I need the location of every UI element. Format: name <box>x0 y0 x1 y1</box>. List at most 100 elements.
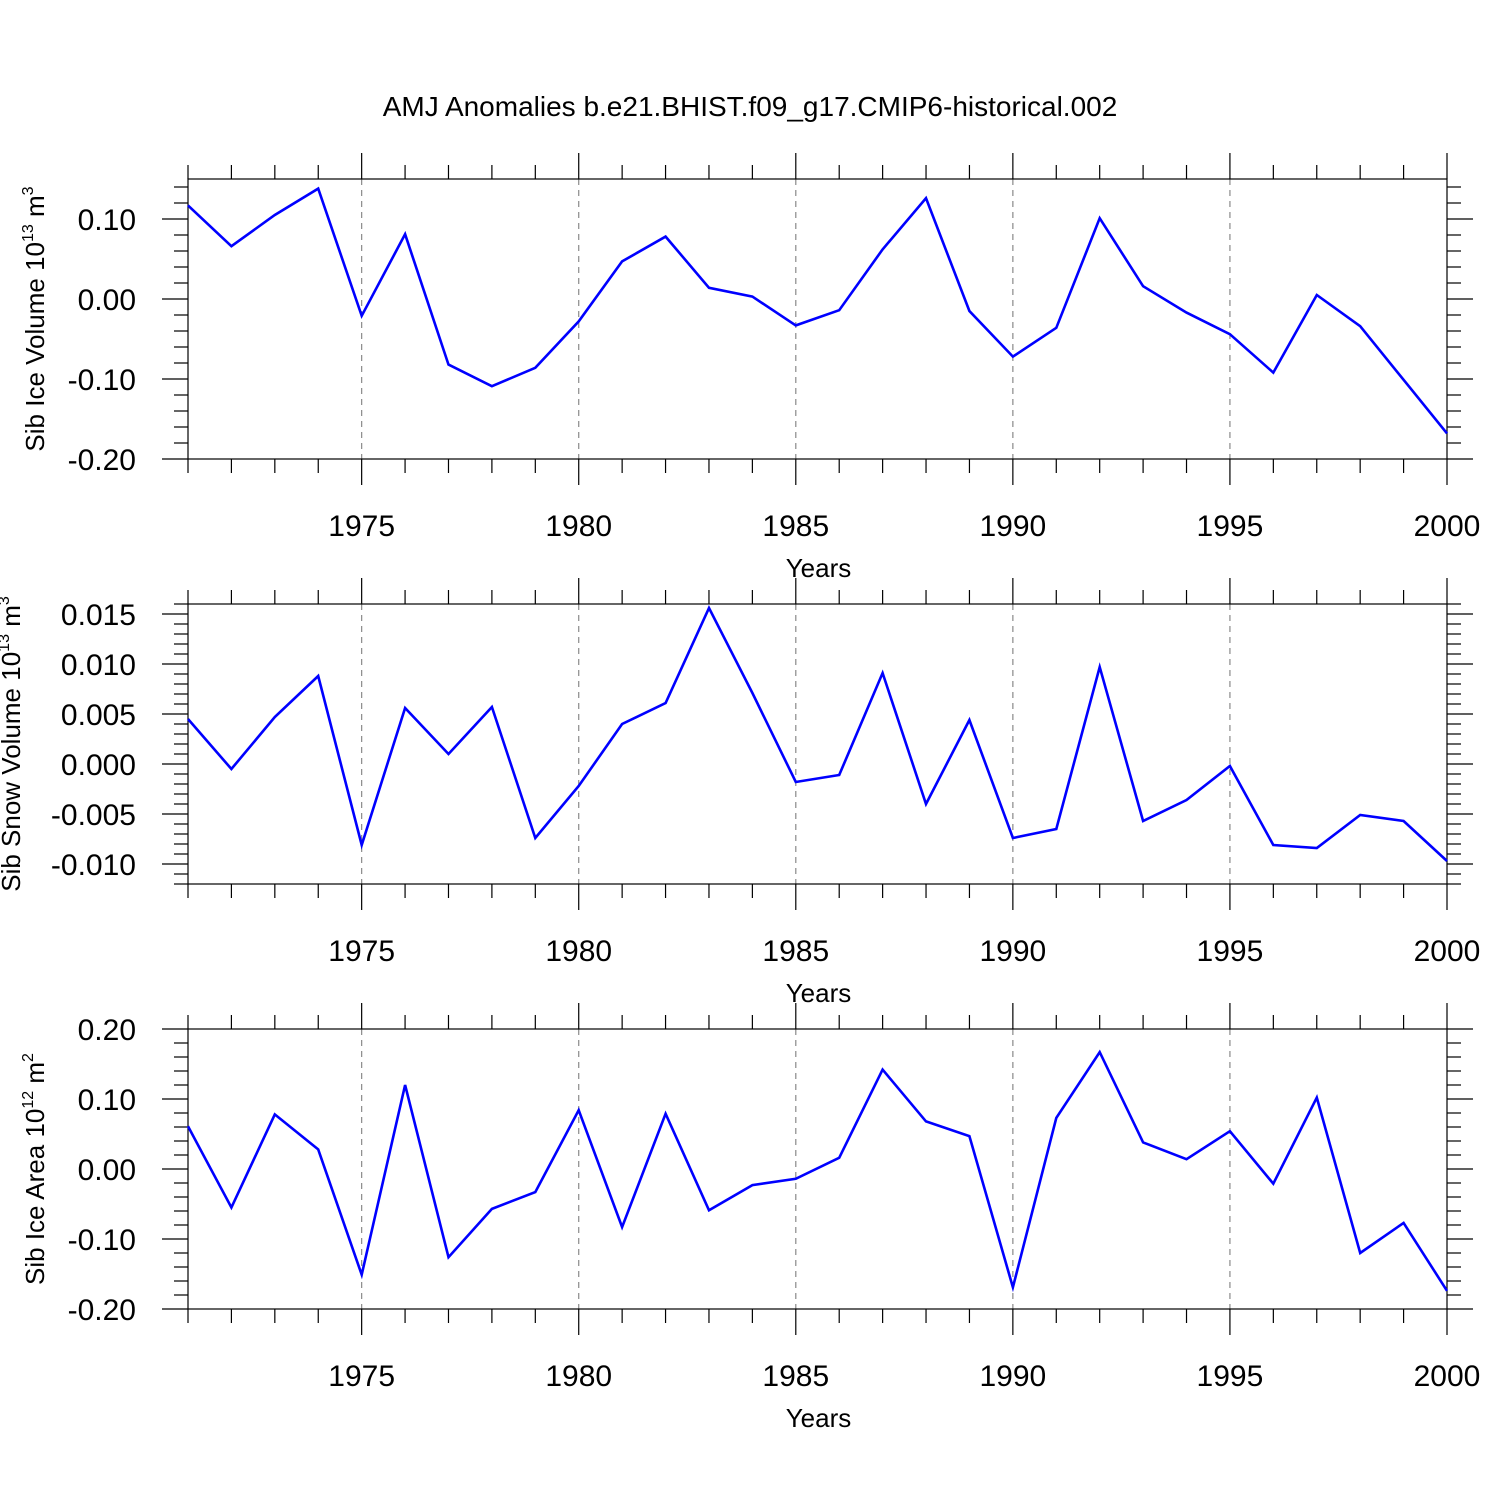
data-point <box>1098 1050 1102 1054</box>
data-point <box>1358 324 1362 328</box>
x-tick-label: 1980 <box>545 1360 612 1393</box>
data-point <box>1402 1221 1406 1225</box>
data-point <box>316 187 320 191</box>
data-point <box>664 701 668 705</box>
data-point <box>1402 819 1406 823</box>
y-tick-label: 0.000 <box>61 749 136 782</box>
data-point <box>1185 1157 1189 1161</box>
x-tick-label: 1990 <box>979 1360 1046 1393</box>
x-axis-title: Years <box>786 553 852 583</box>
data-point <box>707 606 711 610</box>
chart-panel-3: -0.20 -0.10 0.00 0.10 0.20 1975 1980 1985 1990 19… <box>20 1003 1480 1433</box>
data-point <box>316 674 320 678</box>
data-point <box>1098 216 1102 220</box>
x-tick-label: 1985 <box>762 935 829 968</box>
data-point <box>1228 1129 1232 1133</box>
data-point <box>1358 813 1362 817</box>
data-point <box>1141 1140 1145 1144</box>
data-point <box>490 384 494 388</box>
data-point <box>1185 311 1189 315</box>
data-point <box>186 1124 190 1128</box>
y-tick-label: -0.20 <box>68 1294 136 1327</box>
x-tick-label: 1995 <box>1197 935 1264 968</box>
data-point <box>1228 332 1232 336</box>
data-point <box>1054 326 1058 330</box>
data-point <box>664 235 668 239</box>
y-axis-title: Sib Snow Volume 1013 m3 <box>0 596 26 892</box>
y-tick-label: -0.10 <box>68 364 136 397</box>
data-point <box>664 1112 668 1116</box>
data-point <box>707 286 711 290</box>
figure-title: AMJ Anomalies b.e21.BHIST.f09_g17.CMIP6-… <box>383 91 1118 122</box>
data-point <box>750 691 754 695</box>
plot-frame <box>187 178 1448 460</box>
x-tick-label: 1985 <box>762 1360 829 1393</box>
chart-panel-1: -0.20 -0.10 0.00 0.10 1975 1980 1985 1990 1995 20… <box>20 153 1480 583</box>
data-point <box>229 767 233 771</box>
data-point <box>1315 1096 1319 1100</box>
x-tick-label: 1995 <box>1197 510 1264 543</box>
plot-frame <box>187 603 1448 885</box>
data-point <box>1445 431 1449 435</box>
data-point <box>1402 378 1406 382</box>
data-point <box>1054 1116 1058 1120</box>
data-point <box>794 323 798 327</box>
data-point <box>837 308 841 312</box>
y-tick-label: -0.10 <box>68 1224 136 1257</box>
data-point <box>794 780 798 784</box>
panels: -0.20 -0.10 0.00 0.10 1975 1980 1985 1990 1995 20… <box>0 153 1480 1433</box>
x-tick-label: 2000 <box>1414 1360 1481 1393</box>
x-tick-label: 1995 <box>1197 1360 1264 1393</box>
data-point <box>1141 284 1145 288</box>
data-point <box>967 718 971 722</box>
x-tick-label: 1985 <box>762 510 829 543</box>
series-line <box>187 186 1449 435</box>
data-point <box>620 722 624 726</box>
data-point <box>837 1156 841 1160</box>
data-point <box>533 836 537 840</box>
x-tick-label: 2000 <box>1414 935 1481 968</box>
data-point <box>1315 293 1319 297</box>
data-point <box>750 1183 754 1187</box>
data-point <box>403 232 407 236</box>
data-point <box>924 802 928 806</box>
data-point <box>1358 1251 1362 1255</box>
data-point <box>794 1177 798 1181</box>
data-point <box>837 773 841 777</box>
data-point <box>273 1112 277 1116</box>
x-tick-label: 1990 <box>979 935 1046 968</box>
y-axis-title: Sib Ice Volume 1013 m3 <box>20 186 50 451</box>
data-point <box>1011 355 1015 359</box>
data-point <box>1185 798 1189 802</box>
y-tick-label: 0.20 <box>78 1014 136 1047</box>
data-point <box>1271 371 1275 375</box>
y-axis-title: Sib Ice Area 1012 m2 <box>20 1053 50 1285</box>
data-point <box>967 1134 971 1138</box>
y-tick-label: -0.010 <box>51 849 136 882</box>
data-point <box>1445 859 1449 863</box>
data-point <box>186 717 190 721</box>
data-point <box>924 1119 928 1123</box>
data-point <box>967 309 971 313</box>
y-tick-label: 0.005 <box>61 699 136 732</box>
data-point <box>1228 764 1232 768</box>
data-point <box>533 1190 537 1194</box>
data-point <box>186 203 190 207</box>
x-tick-label: 1980 <box>545 935 612 968</box>
data-point <box>750 295 754 299</box>
data-point <box>490 1207 494 1211</box>
data-point <box>707 1208 711 1212</box>
y-tick-label: 0.00 <box>78 1154 136 1187</box>
x-tick-label: 1975 <box>328 1360 395 1393</box>
y-tick-label: 0.00 <box>78 284 136 317</box>
data-point <box>1315 846 1319 850</box>
data-point <box>577 784 581 788</box>
x-tick-label: 1980 <box>545 510 612 543</box>
chart-panel-2: -0.010 -0.005 0.000 0.005 0.010 0.015 1975 1980… <box>0 578 1480 1008</box>
data-point <box>446 752 450 756</box>
data-point <box>316 1147 320 1151</box>
data-point <box>360 314 364 318</box>
y-tick-label: -0.20 <box>68 444 136 477</box>
data-point <box>577 1108 581 1112</box>
